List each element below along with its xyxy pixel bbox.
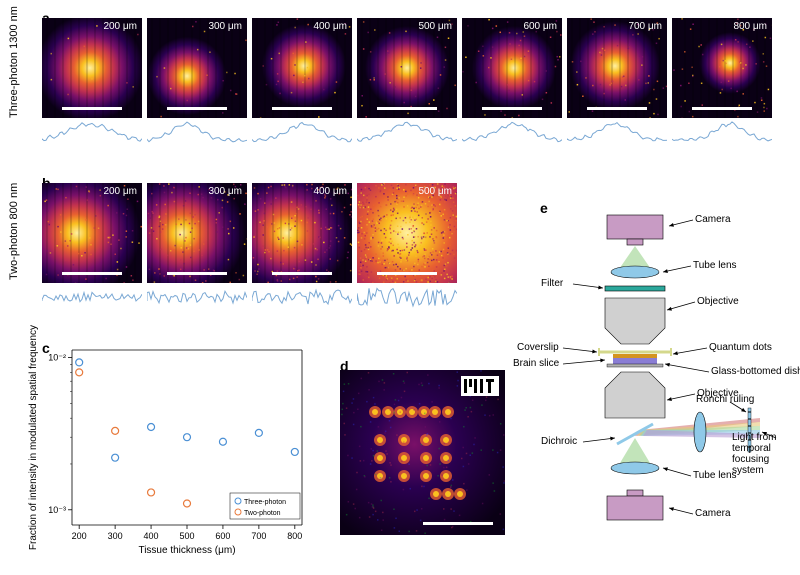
svg-text:300: 300 <box>108 531 123 541</box>
diagram-label-ronchi: Ronchi ruling <box>696 394 754 405</box>
panel-a-yaxis: Three-photon 1300 nm <box>8 6 20 118</box>
intensity-profile <box>357 283 457 311</box>
svg-text:Fraction of intensity in modul: Fraction of intensity in modulated spati… <box>28 325 39 550</box>
svg-text:400: 400 <box>144 531 159 541</box>
panel-a-img-5: 700 μm <box>567 18 667 118</box>
mit-logo <box>461 376 499 396</box>
svg-text:800: 800 <box>287 531 302 541</box>
intensity-profile <box>147 118 247 146</box>
depth-label: 800 μm <box>733 21 767 32</box>
depth-label: 200 μm <box>103 186 137 197</box>
intensity-profile <box>567 118 667 146</box>
panel-a-img-6: 800 μm <box>672 18 772 118</box>
svg-text:200: 200 <box>72 531 87 541</box>
scale-bar <box>62 107 122 110</box>
scale-bar <box>423 522 493 525</box>
depth-label: 500 μm <box>418 186 452 197</box>
panel-d-image <box>340 370 505 535</box>
svg-text:500: 500 <box>179 531 194 541</box>
depth-label: 600 μm <box>523 21 557 32</box>
scale-bar <box>272 107 332 110</box>
scale-bar <box>587 107 647 110</box>
diagram-label-brain_slice: Brain slice <box>513 358 559 369</box>
intensity-profile <box>252 118 352 146</box>
scale-bar <box>167 107 227 110</box>
panel-a-img-2: 400 μm <box>252 18 352 118</box>
intensity-profile <box>357 118 457 146</box>
panel-c-label: c <box>42 340 50 356</box>
depth-label: 400 μm <box>313 186 347 197</box>
panel-a-img-0: 200 μm <box>42 18 142 118</box>
scale-bar <box>482 107 542 110</box>
svg-text:Two-photon: Two-photon <box>244 510 281 517</box>
diagram-label-objective_top: Objective <box>697 296 739 307</box>
intensity-profile <box>672 118 772 146</box>
diagram-label-camera_top: Camera <box>695 214 731 225</box>
diagram-label-coverslip: Coverslip <box>517 342 559 353</box>
panel-b-img-3: 500 μm <box>357 183 457 283</box>
panel-b-img-0: 200 μm <box>42 183 142 283</box>
panel-e-label: e <box>540 200 548 216</box>
panel-a-img-4: 600 μm <box>462 18 562 118</box>
diagram-label-quantum_dots: Quantum dots <box>709 342 772 353</box>
scale-bar <box>692 107 752 110</box>
diagram-label-glass_dish: Glass-bottomed dish <box>711 366 800 377</box>
scale-bar <box>167 272 227 275</box>
diagram-label-light_source: Light from temporal focusing system <box>732 432 792 476</box>
diagram-label-dichroic: Dichroic <box>541 436 577 447</box>
svg-text:10⁻²: 10⁻² <box>48 353 66 363</box>
diagram-label-tube_lens_bottom: Tube lens <box>693 470 737 481</box>
intensity-profile <box>252 283 352 311</box>
panel-a-img-3: 500 μm <box>357 18 457 118</box>
panel-a-row: 200 μm 300 μm 400 μm 500 μm 600 μm 700 μ… <box>42 18 772 118</box>
intensity-profile <box>42 118 142 146</box>
scale-bar <box>377 272 437 275</box>
depth-label: 300 μm <box>208 21 242 32</box>
svg-text:10⁻³: 10⁻³ <box>48 505 66 515</box>
panel-b-row: 200 μm 300 μm 400 μm 500 μm <box>42 183 457 283</box>
intensity-profile <box>42 283 142 311</box>
scale-bar <box>62 272 122 275</box>
depth-label: 700 μm <box>628 21 662 32</box>
depth-label: 200 μm <box>103 21 137 32</box>
depth-label: 500 μm <box>418 21 452 32</box>
svg-text:Three-photon: Three-photon <box>244 499 286 506</box>
intensity-profile <box>147 283 247 311</box>
diagram-label-filter: Filter <box>541 278 563 289</box>
panel-b-img-2: 400 μm <box>252 183 352 283</box>
panel-b-yaxis: Two-photon 800 nm <box>8 183 20 280</box>
diagram-label-camera_bottom: Camera <box>695 508 731 519</box>
depth-label: 400 μm <box>313 21 347 32</box>
scale-bar <box>377 107 437 110</box>
scale-bar <box>272 272 332 275</box>
depth-label: 300 μm <box>208 186 242 197</box>
svg-text:Tissue thickness (μm): Tissue thickness (μm) <box>138 545 235 556</box>
panel-b-img-1: 300 μm <box>147 183 247 283</box>
panel-a-img-1: 300 μm <box>147 18 247 118</box>
intensity-profile <box>462 118 562 146</box>
svg-text:700: 700 <box>251 531 266 541</box>
diagram-label-tube_lens_top: Tube lens <box>693 260 737 271</box>
svg-text:600: 600 <box>215 531 230 541</box>
